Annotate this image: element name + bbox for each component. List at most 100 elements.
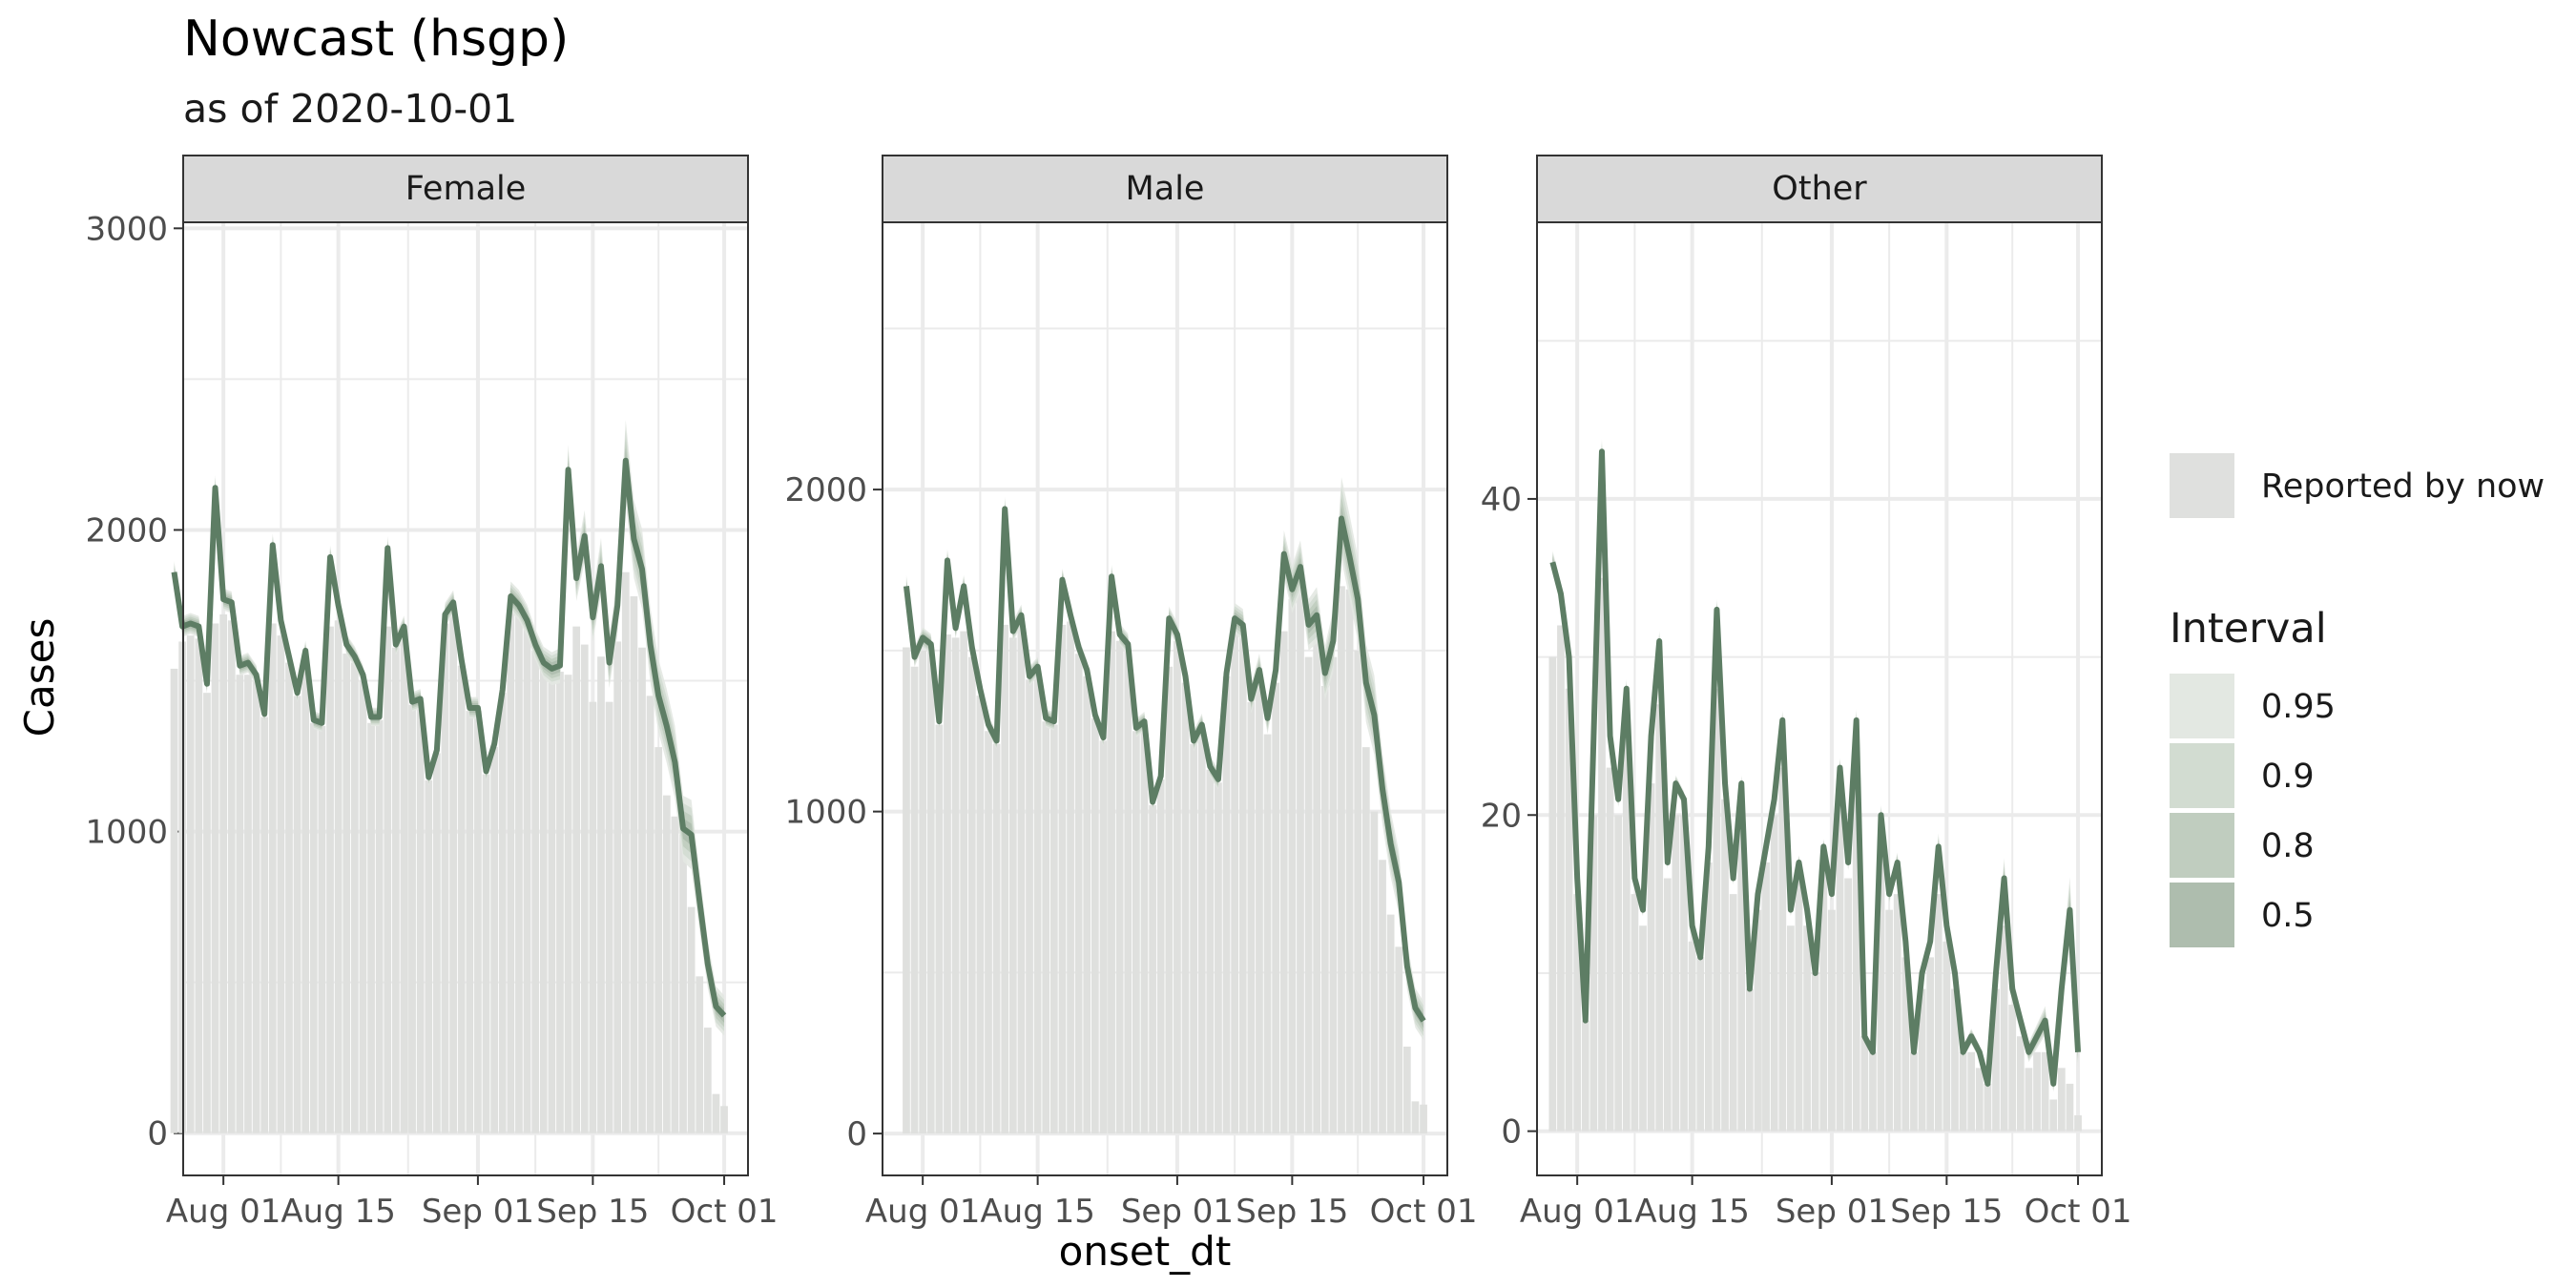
x-tick-label: Aug 01 xyxy=(865,1193,980,1231)
bar xyxy=(350,662,359,1133)
x-tick-label: Aug 01 xyxy=(166,1193,280,1231)
bar xyxy=(580,644,589,1133)
facet-strip xyxy=(882,155,1448,223)
bar xyxy=(1639,925,1647,1132)
bar xyxy=(343,654,351,1133)
bar xyxy=(976,696,985,1134)
bar xyxy=(1942,941,1951,1132)
bar xyxy=(367,722,375,1133)
bar xyxy=(1001,624,1009,1134)
legend-key-interval xyxy=(2170,883,2234,947)
bar xyxy=(1124,650,1132,1134)
bar xyxy=(474,711,482,1133)
bar xyxy=(951,637,960,1134)
bar xyxy=(1688,941,1696,1132)
bar xyxy=(1222,675,1231,1134)
bar xyxy=(236,675,244,1133)
bar xyxy=(935,724,944,1134)
y-tick-label: 0 xyxy=(846,1115,867,1153)
bar xyxy=(433,753,441,1133)
facet-panel-male: 0 1000 2000 Aug 01 Aug 15 Sep 01 Sep 15 Oct 01 M… xyxy=(784,155,1477,1231)
bar xyxy=(2049,1099,2058,1132)
bar xyxy=(1704,862,1713,1132)
bar xyxy=(1959,1051,1967,1132)
bar xyxy=(572,626,581,1133)
bar xyxy=(1206,769,1215,1134)
bar xyxy=(556,672,564,1133)
facet-panel-other: 0 20 40 Aug 01 Aug 15 Sep 01 Sep 15 Oct 01 Other xyxy=(1481,155,2131,1231)
bar xyxy=(1345,589,1354,1134)
legend-key-reported xyxy=(2170,453,2234,518)
bar xyxy=(1967,1051,1976,1132)
bar xyxy=(252,680,260,1133)
bar xyxy=(1975,1068,1984,1132)
legend-key-interval xyxy=(2170,743,2234,808)
bar xyxy=(211,623,219,1133)
bar xyxy=(1132,731,1140,1134)
bar xyxy=(260,717,269,1133)
bar xyxy=(1737,815,1746,1132)
bar xyxy=(1787,925,1795,1132)
bar xyxy=(2066,1083,2074,1132)
y-tick-label: 2000 xyxy=(784,471,867,509)
bar xyxy=(359,680,367,1133)
bar xyxy=(441,623,449,1133)
bar xyxy=(1297,579,1304,1134)
bar xyxy=(1238,631,1247,1134)
bar xyxy=(268,623,277,1133)
bar xyxy=(2025,1068,2033,1132)
y-tick-label: 3000 xyxy=(85,210,168,248)
bar xyxy=(1721,799,1729,1132)
bar xyxy=(919,650,927,1134)
bar xyxy=(1860,1036,1869,1132)
bar xyxy=(1058,624,1067,1134)
bar xyxy=(466,711,474,1133)
bar xyxy=(301,656,310,1133)
bar xyxy=(195,638,203,1133)
bar xyxy=(967,656,976,1134)
bar xyxy=(507,608,515,1133)
bar xyxy=(1828,909,1836,1132)
bar xyxy=(1386,914,1395,1134)
bar xyxy=(1565,688,1573,1132)
bar xyxy=(2057,1068,2066,1132)
bar xyxy=(992,743,1001,1134)
bar xyxy=(910,666,919,1134)
bar xyxy=(1156,779,1165,1134)
bar xyxy=(531,650,540,1133)
bar xyxy=(1696,957,1705,1132)
bar xyxy=(1042,721,1050,1134)
y-axis-label: Cases xyxy=(16,618,63,737)
bar xyxy=(613,641,622,1133)
bar xyxy=(926,650,935,1134)
bar xyxy=(1663,878,1672,1132)
facet-panel-female: 0 1000 2000 3000 Aug 01 Aug 15 Sep 01 Sep 15 Oct… xyxy=(85,155,778,1231)
bar xyxy=(375,719,384,1133)
bar xyxy=(1844,878,1852,1132)
bar xyxy=(523,626,531,1133)
bar xyxy=(654,747,663,1133)
bar xyxy=(1918,988,1926,1132)
bar xyxy=(1680,815,1688,1132)
legend-label-interval: 0.9 xyxy=(2261,758,2315,796)
bar xyxy=(1754,909,1762,1132)
bar xyxy=(1934,894,1942,1132)
bar xyxy=(1614,815,1623,1132)
bar xyxy=(1672,815,1680,1132)
y-tick-label: 1000 xyxy=(784,794,867,832)
bar xyxy=(1215,782,1222,1134)
legend-label-reported: Reported by now xyxy=(2261,467,2545,506)
bar xyxy=(498,693,507,1133)
y-tick-label: 20 xyxy=(1481,797,1522,835)
bar xyxy=(1263,734,1272,1134)
bar xyxy=(1795,878,1803,1132)
bar xyxy=(1770,815,1778,1132)
bar xyxy=(944,634,951,1134)
bar xyxy=(1149,804,1156,1134)
bar xyxy=(1557,625,1565,1132)
bar xyxy=(1819,862,1828,1132)
x-tick-label: Sep 15 xyxy=(536,1193,649,1231)
bar xyxy=(1589,815,1598,1132)
bar xyxy=(1049,724,1058,1134)
bar xyxy=(712,1093,720,1133)
